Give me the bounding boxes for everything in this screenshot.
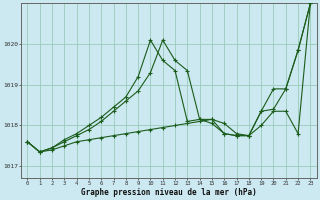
X-axis label: Graphe pression niveau de la mer (hPa): Graphe pression niveau de la mer (hPa): [81, 188, 257, 197]
